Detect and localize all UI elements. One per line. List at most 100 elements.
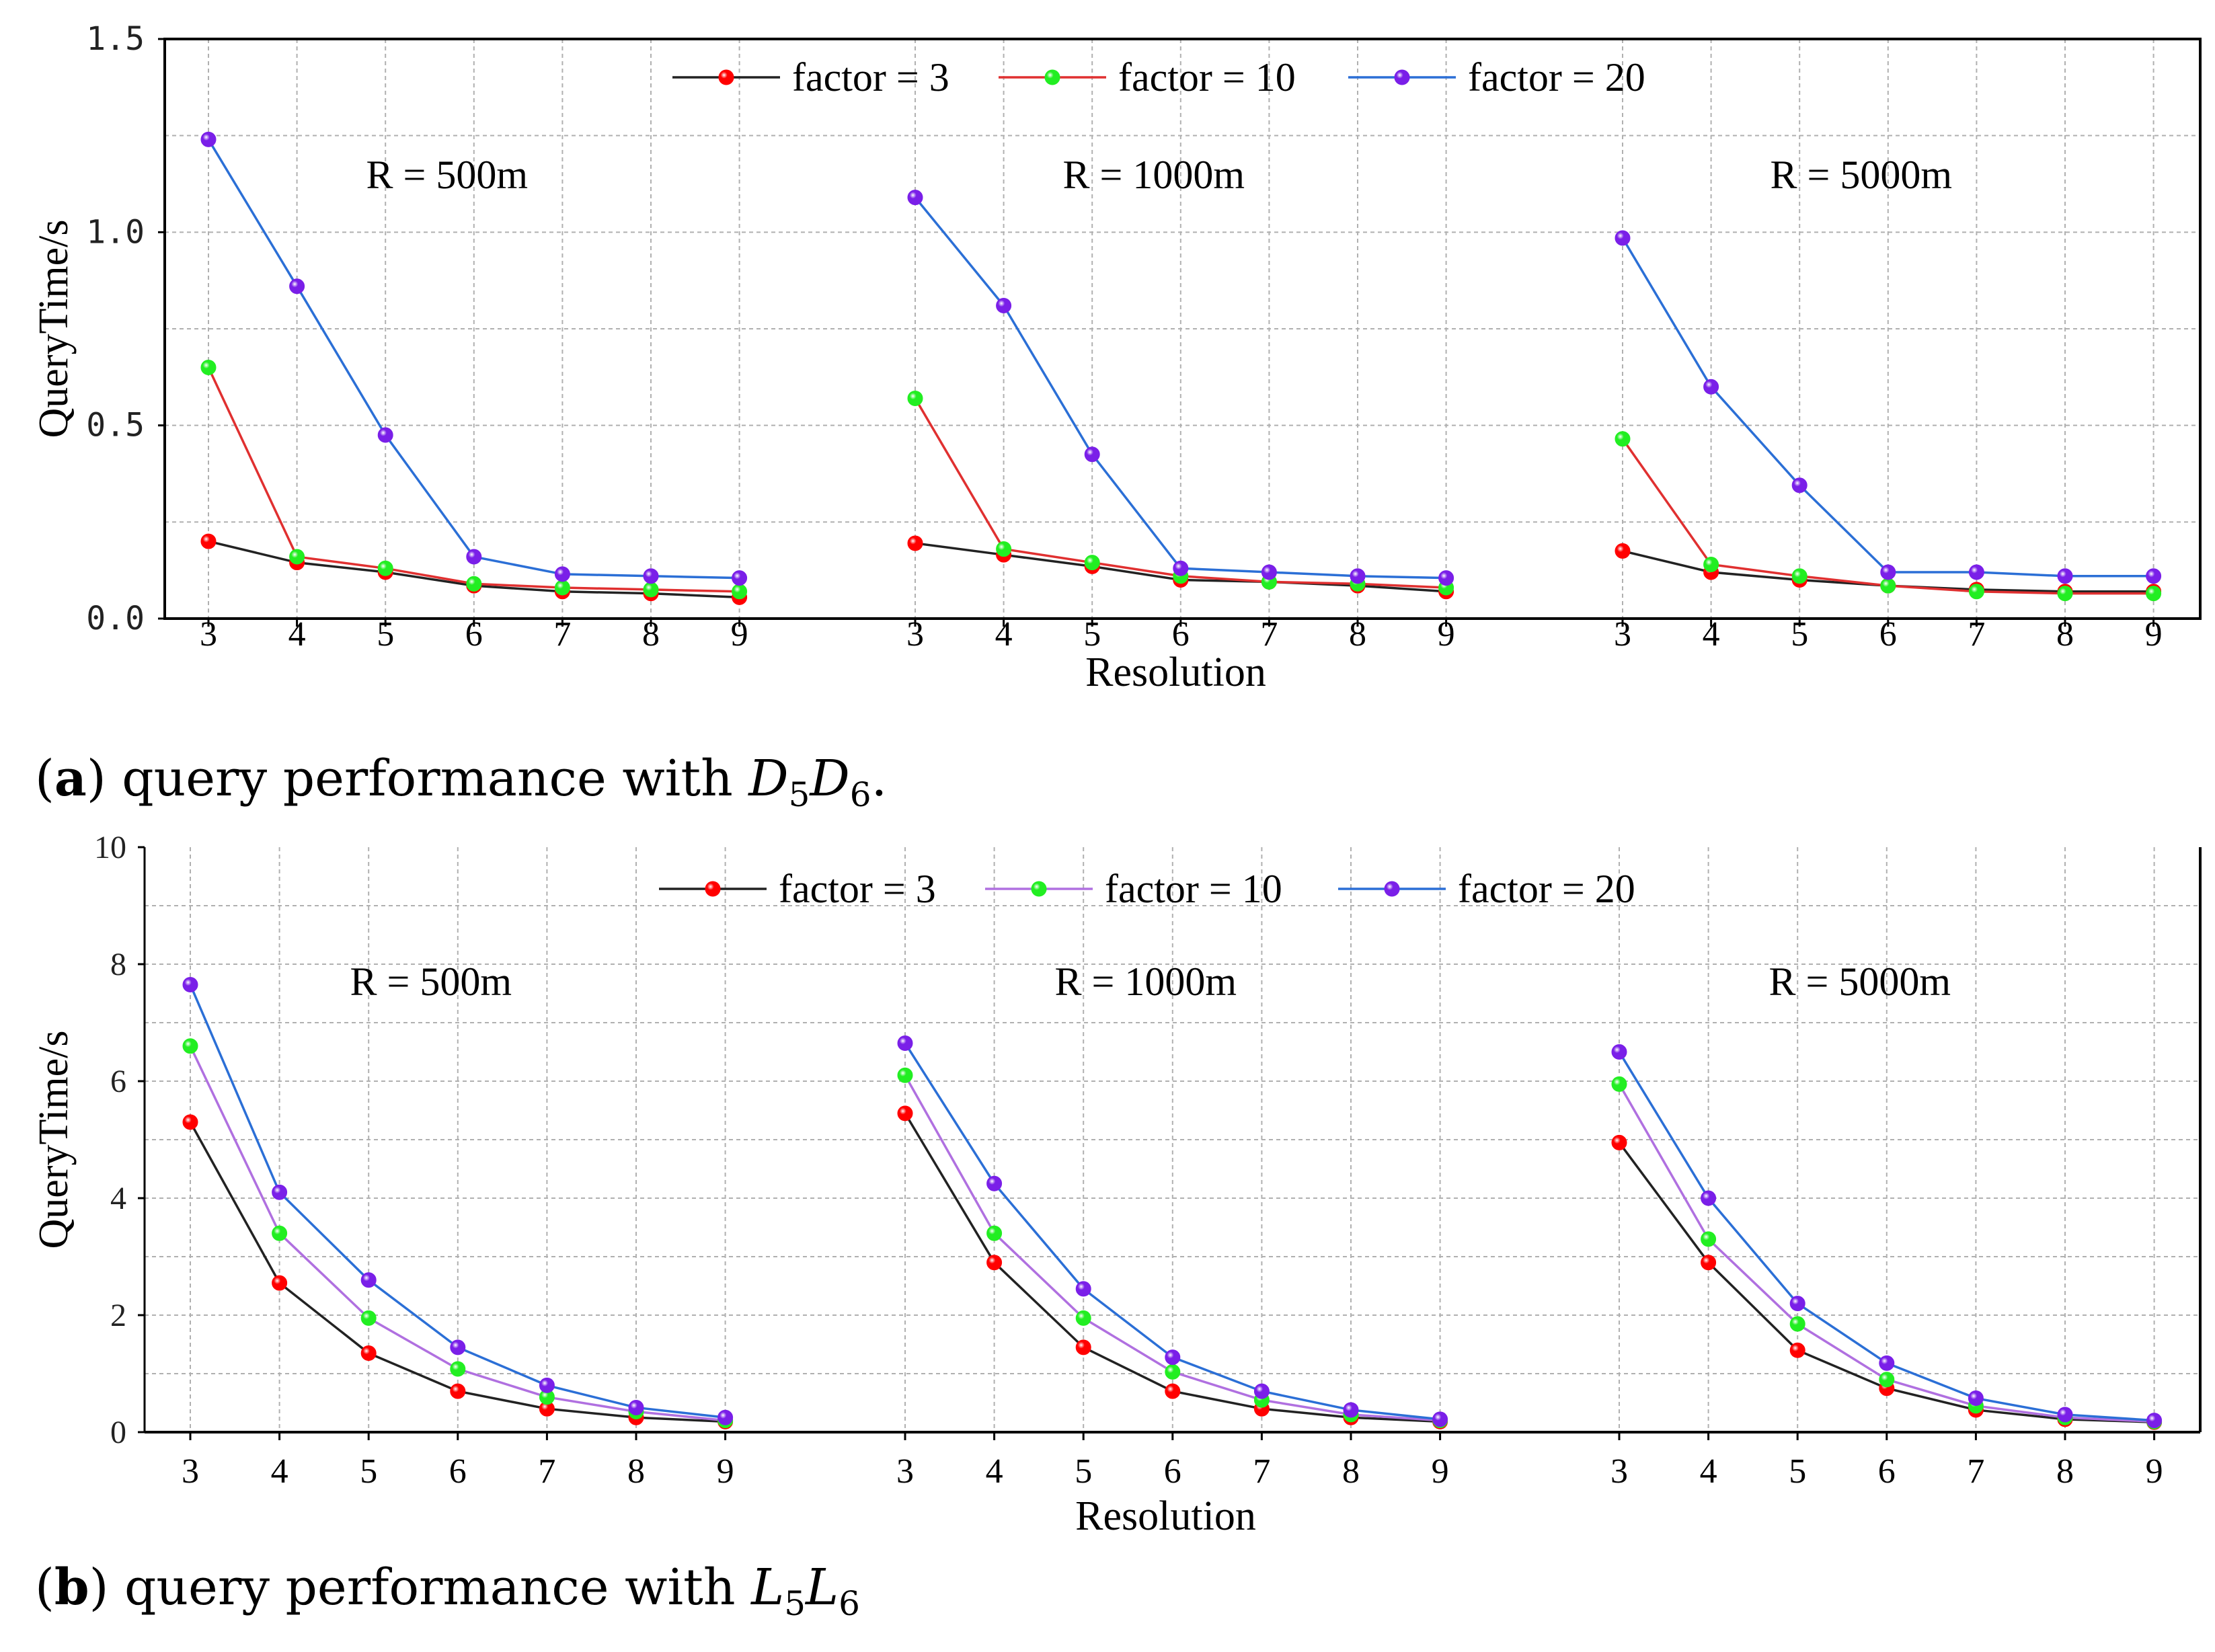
data-point-factor-10 [1789,1316,1805,1332]
caption-a-label: a [54,750,87,808]
panel-0: R = 500m [200,131,748,605]
data-point-factor-20 [1173,560,1189,576]
data-point-factor-10 [1701,1231,1717,1247]
x-tick-label: 3 [182,1452,199,1491]
x-tick-label: 8 [642,615,660,654]
legend-label: factor = 10 [1118,55,1296,100]
data-point-factor-10 [1165,1364,1181,1380]
data-point-factor-20 [539,1377,555,1393]
data-point-factor-3 [1075,1339,1091,1355]
y-tick-label: 10 [94,830,126,865]
data-point-factor-20 [182,976,198,992]
y-tick-label: 0 [110,1415,126,1450]
panel-1: R = 1000m [907,153,1454,600]
data-point-factor-20 [466,549,482,565]
x-tick-label: 8 [1342,1452,1360,1491]
y-tick-label: 8 [110,947,126,982]
data-point-factor-10 [1968,584,1984,600]
panel-title: R = 5000m [1769,959,1951,1004]
x-tick-label: 4 [288,615,306,654]
x-tick-label: 9 [731,615,748,654]
x-tick-label: 8 [2056,615,2074,654]
x-tick-label: 7 [1260,615,1278,654]
legend: factor = 3 factor = 10 factor = 20 [659,867,1635,911]
y-axis-label: QueryTime/s [31,1031,77,1249]
x-tick-label: 9 [2145,615,2163,654]
data-point-factor-3 [450,1383,466,1399]
data-point-factor-3 [1165,1383,1181,1399]
data-point-factor-10 [986,1225,1003,1241]
panel-0: R = 500m [182,959,734,1429]
data-point-factor-3 [907,535,923,551]
x-tick-label: 5 [377,615,394,654]
x-tick-label: 4 [1703,615,1720,654]
x-tick-label: 6 [1164,1452,1181,1491]
chart-a: 0.0 0.5 1.0 1.5 QueryTime/s 3 4 5 6 7 8 9 3 4 5 6 7 8 9 3 4 5… [31,20,2202,695]
x-tick-label: 6 [1172,615,1190,654]
x-tick-label: 5 [1789,1452,1806,1491]
data-point-factor-10 [1611,1076,1627,1092]
data-point-factor-10 [1791,568,1808,584]
x-tick-label: 7 [553,615,571,654]
data-point-factor-10 [289,549,305,565]
data-point-factor-10 [1879,1372,1895,1388]
data-point-factor-20 [1165,1349,1181,1366]
data-point-factor-10 [466,576,482,592]
data-point-factor-10 [1084,555,1100,571]
data-point-factor-10 [2146,586,2162,602]
legend-marker [718,69,734,85]
data-point-factor-20 [732,570,748,586]
x-tick-label: 4 [271,1452,288,1491]
x-tick-label: 9 [2146,1452,2163,1491]
data-point-factor-20 [272,1184,288,1200]
x-tick-label: 8 [1349,615,1366,654]
gridlines [165,39,2200,619]
data-point-factor-20 [554,566,570,582]
panel-title: R = 1000m [1055,959,1237,1004]
data-point-factor-20 [377,427,393,443]
data-point-factor-20 [1615,230,1631,246]
data-point-factor-10 [1615,431,1631,447]
data-point-factor-20 [1343,1402,1359,1418]
data-point-factor-3 [182,1114,198,1130]
panel-title: R = 500m [366,153,529,197]
data-point-factor-10 [732,584,748,600]
y-tick-label: 0.0 [86,600,145,637]
legend-label: factor = 10 [1105,867,1282,911]
x-tick-label: 5 [1083,615,1101,654]
legend-marker [1031,881,1047,897]
caption-b-label: b [54,1559,89,1616]
data-point-factor-20 [450,1339,466,1355]
y-axis-label: QueryTime/s [31,220,77,438]
legend-label: factor = 3 [779,867,936,911]
legend-label: factor = 20 [1468,55,1645,100]
x-tick-label: 3 [200,615,217,654]
data-point-factor-20 [628,1399,644,1415]
series-line-factor-10 [1618,1083,2154,1423]
x-tick-label: 7 [538,1452,555,1491]
data-point-factor-20 [717,1409,734,1425]
legend-marker [1044,69,1060,85]
data-point-factor-20 [2057,568,2073,584]
x-tick-label: 3 [1610,1452,1628,1491]
data-point-factor-10 [996,541,1012,557]
data-point-factor-10 [2057,586,2073,602]
x-tick-label: 3 [906,615,924,654]
data-point-factor-20 [643,568,659,584]
data-point-factor-3 [1611,1134,1627,1150]
data-point-factor-3 [1789,1342,1805,1358]
legend-marker [1384,881,1400,897]
data-point-factor-20 [1253,1383,1270,1399]
legend-marker [1394,69,1410,85]
x-axis-label: Resolution [1085,650,1266,695]
data-point-factor-20 [1701,1190,1717,1206]
data-point-factor-10 [1703,557,1719,573]
data-point-factor-20 [986,1175,1003,1191]
caption-a-text: query performance with [122,750,733,808]
data-point-factor-20 [1880,564,1896,580]
data-point-factor-20 [1611,1044,1627,1060]
panel-title: R = 1000m [1063,153,1245,197]
data-point-factor-20 [1879,1355,1895,1371]
panel-title: R = 5000m [1771,153,1953,197]
